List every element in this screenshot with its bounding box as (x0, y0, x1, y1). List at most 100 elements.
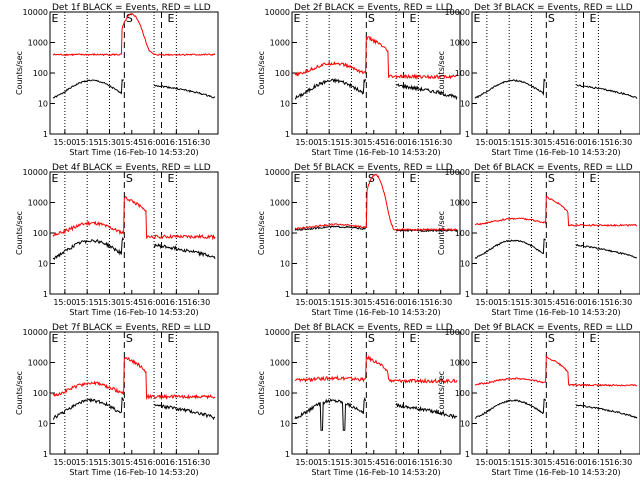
panel-6: Det 6f BLACK = Events, RED = LLD 1 10 100 10… (437, 163, 640, 317)
y-tick-label: 10000 (23, 328, 48, 337)
flag-label: E (409, 12, 416, 25)
y-tick-label: 1000 (270, 199, 290, 208)
series-lld (474, 196, 638, 227)
plot-frame (291, 331, 461, 455)
x-tick-label: 15:15 (498, 298, 521, 307)
y-axis-label: Counts/sec (437, 211, 446, 255)
flag-label: S (548, 12, 555, 25)
flag-label: E (51, 12, 58, 25)
y-tick-label: 10000 (445, 8, 470, 17)
x-tick-label: 15:15 (76, 458, 99, 467)
y-axis-label: Counts/sec (257, 371, 266, 415)
x-tick-label: 16:00 (565, 298, 588, 307)
series-lld (52, 195, 216, 241)
panel-title: Det 5f BLACK = Events, RED = LLD (294, 163, 453, 173)
y-axis-label: Counts/sec (15, 51, 24, 95)
series-events (294, 77, 458, 101)
x-tick-label: 15:45 (120, 298, 143, 307)
plot-frame (291, 171, 461, 295)
flag-label: E (589, 12, 596, 25)
x-tick-label: 15:00 (295, 298, 318, 307)
y-tick-label: 1 (285, 450, 290, 459)
panel-4: Det 4f BLACK = Events, RED = LLD 1 10 100 10… (15, 163, 219, 317)
y-tick-label: 1000 (450, 39, 470, 48)
x-tick-label: 15:15 (318, 458, 341, 467)
x-tick-label: 16:00 (385, 298, 408, 307)
y-tick-label: 10 (280, 260, 290, 269)
x-tick-label: 16:00 (385, 138, 408, 147)
x-axis-label: Start Time (16-Feb-10 14:53:20) (491, 308, 620, 317)
y-tick-label: 10000 (445, 168, 470, 177)
y-tick-label: 100 (275, 69, 290, 78)
y-axis-label: Counts/sec (437, 51, 446, 95)
y-tick-label: 1000 (450, 359, 470, 368)
x-tick-label: 15:45 (362, 138, 385, 147)
series-events (52, 236, 216, 261)
series-lld (474, 355, 638, 387)
flag-label: S (126, 332, 133, 345)
panel-title: Det 3f BLACK = Events, RED = LLD (474, 3, 633, 13)
y-tick-label: 10 (38, 420, 48, 429)
x-tick-label: 15:30 (340, 138, 363, 147)
flag-label: E (293, 12, 300, 25)
x-tick-label: 15:00 (475, 138, 498, 147)
flag-label: E (409, 332, 416, 345)
y-tick-label: 10 (460, 260, 470, 269)
x-tick-label: 16:00 (143, 138, 166, 147)
x-tick-label: 16:30 (187, 298, 210, 307)
series-events (474, 238, 637, 259)
x-tick-label: 16:15 (165, 298, 188, 307)
y-tick-label: 1 (285, 290, 290, 299)
plot-frame (471, 331, 640, 455)
x-tick-label: 16:30 (429, 298, 452, 307)
y-tick-label: 10000 (265, 328, 290, 337)
x-tick-label: 15:00 (475, 458, 498, 467)
y-axis-label: Counts/sec (437, 371, 446, 415)
y-tick-label: 1 (465, 450, 470, 459)
panel-title: Det 6f BLACK = Events, RED = LLD (474, 163, 633, 173)
y-axis-label: Counts/sec (257, 211, 266, 255)
plot-frame (49, 171, 219, 295)
panel-7: Det 7f BLACK = Events, RED = LLD 1 10 100 10… (15, 323, 219, 477)
y-tick-label: 10 (280, 420, 290, 429)
x-tick-label: 16:15 (407, 298, 430, 307)
y-tick-label: 100 (455, 69, 470, 78)
x-tick-label: 16:15 (165, 458, 188, 467)
y-tick-label: 100 (33, 69, 48, 78)
x-tick-label: 15:30 (340, 458, 363, 467)
y-axis-label: Counts/sec (15, 211, 24, 255)
x-tick-label: 16:15 (587, 458, 610, 467)
x-tick-label: 16:30 (609, 138, 632, 147)
x-tick-label: 15:30 (520, 138, 543, 147)
plot-frame (471, 11, 640, 135)
y-tick-label: 1 (465, 290, 470, 299)
y-tick-label: 1 (43, 290, 48, 299)
y-tick-label: 100 (275, 389, 290, 398)
flag-label: E (589, 332, 596, 345)
x-tick-label: 15:00 (53, 298, 76, 307)
x-tick-label: 16:30 (609, 458, 632, 467)
x-axis-label: Start Time (16-Feb-10 14:53:20) (69, 468, 198, 477)
x-tick-label: 16:30 (429, 138, 452, 147)
x-tick-label: 16:00 (143, 458, 166, 467)
y-tick-label: 100 (33, 389, 48, 398)
x-tick-label: 16:15 (407, 458, 430, 467)
series-events (294, 396, 458, 431)
x-tick-label: 16:30 (609, 298, 632, 307)
y-tick-label: 10 (460, 420, 470, 429)
x-axis-label: Start Time (16-Feb-10 14:53:20) (69, 148, 198, 157)
flag-label: S (126, 12, 133, 25)
y-tick-label: 10 (460, 100, 470, 109)
x-tick-label: 16:15 (587, 138, 610, 147)
x-tick-label: 15:30 (340, 298, 363, 307)
x-tick-label: 16:00 (565, 458, 588, 467)
y-tick-label: 10000 (23, 168, 48, 177)
x-tick-label: 16:00 (143, 298, 166, 307)
x-tick-label: 15:45 (362, 298, 385, 307)
x-tick-label: 15:45 (542, 138, 565, 147)
x-tick-label: 16:15 (165, 138, 188, 147)
y-tick-label: 100 (275, 229, 290, 238)
series-lld (294, 35, 458, 80)
flag-label: S (548, 332, 555, 345)
series-events (294, 225, 458, 233)
